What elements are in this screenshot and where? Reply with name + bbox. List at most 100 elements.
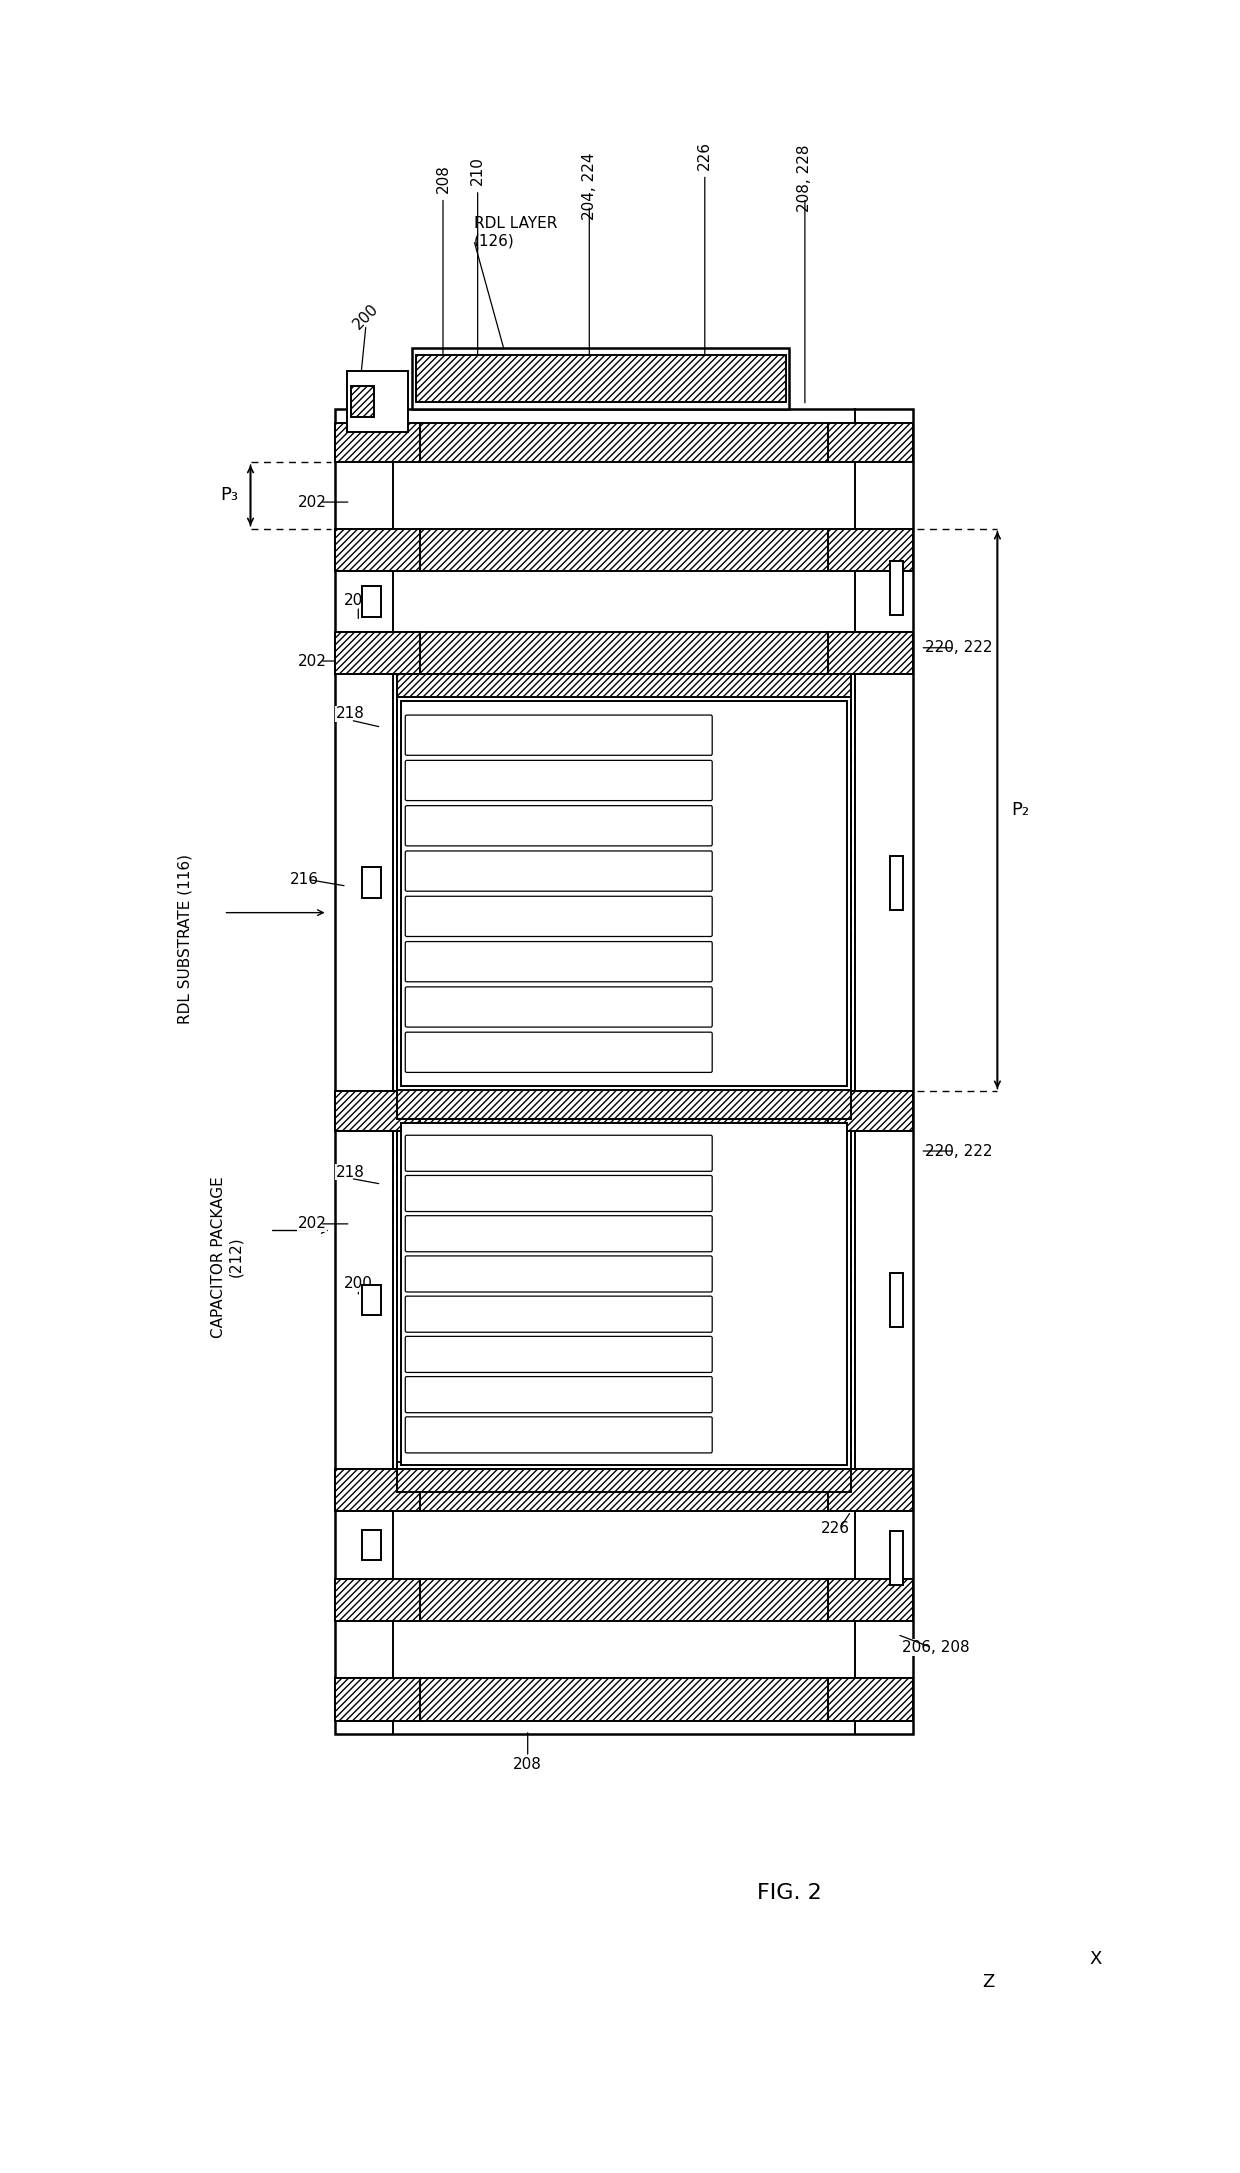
Text: 208: 208 [513,1758,542,1771]
FancyBboxPatch shape [405,715,712,756]
Bar [828,528,913,571]
Bar [397,1091,851,1119]
Text: 204, 224: 204, 224 [582,152,596,219]
FancyBboxPatch shape [405,895,712,937]
FancyBboxPatch shape [405,806,712,845]
Bar [889,856,904,910]
FancyBboxPatch shape [405,1295,712,1332]
Text: Z: Z [982,1973,994,1990]
FancyBboxPatch shape [405,1134,712,1171]
Bar [335,1678,420,1721]
FancyBboxPatch shape [405,1176,712,1213]
Text: X: X [1089,1949,1101,1969]
Bar [412,348,790,409]
Bar [828,1580,913,1621]
Bar [889,1532,904,1586]
Bar [828,1678,913,1721]
Text: RDL: RDL [459,1097,490,1113]
Text: RDL SUBSTRATE (116): RDL SUBSTRATE (116) [177,854,192,1023]
FancyBboxPatch shape [405,941,712,982]
Bar [335,632,913,674]
Text: 118: 118 [760,887,789,902]
Bar [401,702,847,1086]
Bar [347,372,408,432]
Bar [828,632,913,674]
Text: 218: 218 [336,706,365,721]
Text: P₃: P₃ [219,487,238,504]
Text: 200: 200 [343,1276,373,1291]
Bar [335,1580,420,1621]
Text: 200: 200 [343,593,373,608]
Text: 202: 202 [298,495,326,511]
Bar [828,1469,913,1510]
Text: 226: 226 [821,1521,851,1536]
Bar [335,409,913,1734]
Bar [335,1091,420,1132]
FancyBboxPatch shape [405,1378,712,1412]
Text: FIG. 2: FIG. 2 [758,1882,822,1904]
Bar [335,422,420,463]
Bar [351,387,373,417]
Text: 216: 216 [290,871,319,887]
Bar [335,1580,913,1621]
Bar [335,632,420,674]
Bar [828,632,913,674]
Text: 202: 202 [298,654,326,669]
FancyBboxPatch shape [405,1256,712,1293]
Bar [362,587,382,617]
Bar [828,1091,913,1132]
Bar [397,674,851,698]
Bar [335,528,913,571]
Bar [362,867,382,897]
Bar [335,1091,420,1132]
Text: CAPACITOR PACKAGE
(212): CAPACITOR PACKAGE (212) [211,1176,243,1339]
Bar [335,1469,420,1510]
Text: 206, 208: 206, 208 [901,1641,970,1656]
Text: RDL LAYER
(126): RDL LAYER (126) [474,215,557,248]
Text: 214: 214 [790,1063,820,1078]
Text: 200: 200 [351,302,382,332]
Bar [828,1580,913,1621]
Bar [828,1469,913,1510]
Bar [335,422,420,463]
Bar [828,1678,913,1721]
Bar [828,528,913,571]
Bar [335,528,420,571]
Bar [362,1284,382,1315]
Bar [335,528,420,571]
Bar [889,561,904,615]
Bar [335,1678,420,1721]
FancyBboxPatch shape [405,1215,712,1252]
Text: 208, 228: 208, 228 [797,146,812,213]
FancyBboxPatch shape [405,761,712,800]
Text: 118: 118 [760,1286,789,1302]
FancyBboxPatch shape [405,1336,712,1373]
Text: P₂: P₂ [1012,802,1029,819]
Bar [335,422,913,463]
Text: 220, 222: 220, 222 [925,641,993,656]
Bar [401,1123,847,1465]
Text: 226: 226 [697,141,712,169]
Bar [335,1580,420,1621]
FancyBboxPatch shape [405,1032,712,1073]
Bar [335,632,420,674]
FancyBboxPatch shape [405,1417,712,1454]
Bar [828,1091,913,1132]
Bar [417,356,786,402]
Bar [335,1469,913,1510]
Bar [397,1469,851,1493]
Text: 210: 210 [470,156,485,185]
FancyBboxPatch shape [405,852,712,891]
Text: 208: 208 [435,163,450,193]
Text: 202: 202 [298,1217,326,1232]
Bar [335,1091,913,1132]
Bar [889,1273,904,1328]
Bar [335,1469,420,1510]
Bar [335,1678,913,1721]
Bar [828,422,913,463]
FancyBboxPatch shape [405,987,712,1028]
Bar [828,422,913,463]
Text: 220, 222: 220, 222 [925,1143,993,1158]
Bar [362,1530,382,1560]
Text: 218: 218 [336,1165,365,1180]
